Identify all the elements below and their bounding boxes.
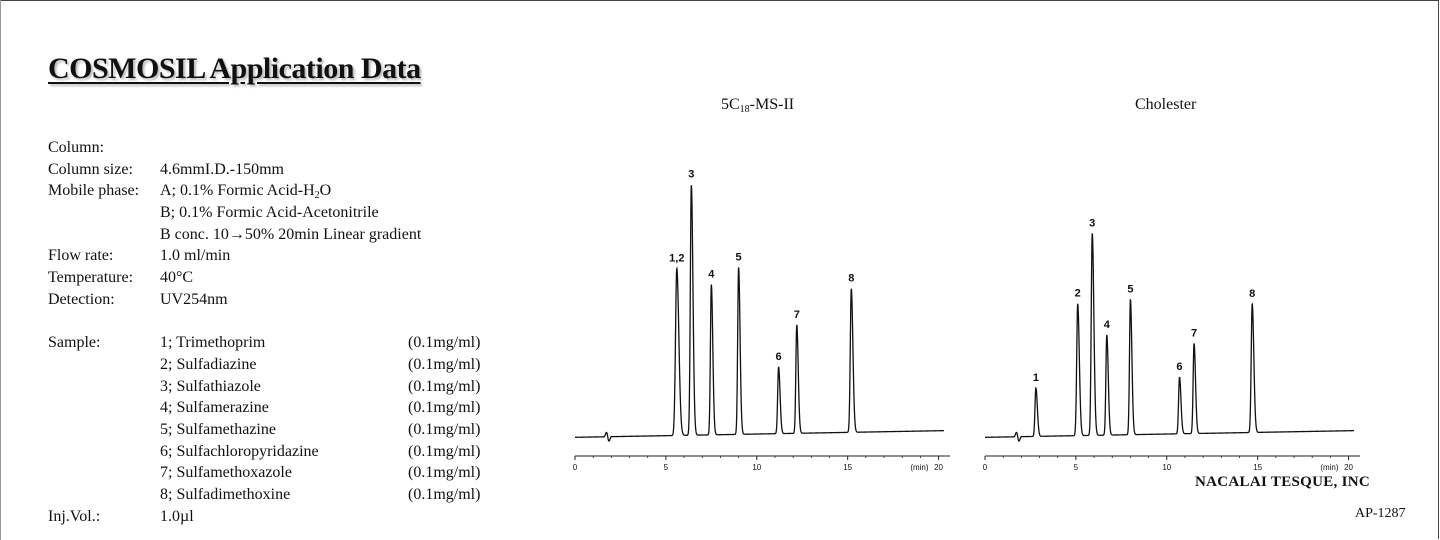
sample-name: 2; Sulfadiazine	[160, 355, 257, 373]
condition-label: Flow rate:	[48, 247, 114, 265]
condition-value-text: 1.0 ml/min	[160, 247, 231, 265]
chromatogram-1: 0 5 10 15 20 (min) 1,2 3 4 5 6 7 8	[573, 169, 950, 472]
page-frame-left	[0, 0, 1, 540]
x-tick-label: 0	[573, 463, 578, 472]
x-tick-label: 15	[843, 463, 852, 472]
chart-1-title-sub: 18	[739, 104, 750, 115]
peak-label: 2	[1075, 288, 1081, 300]
sample-name: 3; Sulfathiazole	[160, 377, 261, 395]
condition-value: 4.6mmI.D.-150mm	[160, 159, 284, 181]
chromatogram-2: 0 5 10 15 20 (min) 1 2 3 4 5 6 7 8	[983, 217, 1360, 472]
condition-value-text: 4.6mmI.D.-150mm	[160, 160, 284, 178]
x-unit-label: (min)	[1320, 463, 1339, 472]
condition-value: A; 0.1% Formic Acid-H2O	[160, 180, 331, 202]
sample-name: 7; Sulfamethoxazole	[160, 464, 292, 482]
x-tick-label: 10	[752, 463, 761, 472]
chart-1-title-post: -MS-II	[749, 96, 795, 113]
sample-concentration: (0.1mg/ml)	[408, 442, 481, 460]
peak-label: 5	[1127, 283, 1133, 295]
page-title: COSMOSIL Application Data	[48, 52, 421, 85]
sample-concentration: (0.1mg/ml)	[408, 334, 481, 352]
x-tick-label: 20	[934, 463, 943, 472]
condition-value: B; 0.1% Formic Acid-Acetonitrile	[160, 202, 379, 224]
sample-name: 8; Sulfadimethoxine	[160, 486, 291, 503]
sample-concentration: (0.1mg/ml)	[408, 399, 481, 417]
peak-label: 4	[708, 269, 715, 281]
x-tick-label: 0	[983, 463, 988, 472]
x-tick-label: 20	[1344, 463, 1353, 472]
peak-label: 6	[776, 351, 782, 363]
sample-concentration: (0.1mg/ml)	[408, 420, 481, 438]
peak-label: 1	[1033, 372, 1039, 384]
peak-label: 8	[1249, 288, 1255, 300]
x-tick-label: 15	[1253, 463, 1262, 472]
condition-value-text: UV254nm	[160, 290, 228, 308]
condition-value-sub: 2	[314, 190, 320, 202]
x-tick-label: 10	[1162, 463, 1171, 472]
condition-value-tail: O	[319, 182, 332, 200]
chromatogram-trace	[575, 185, 944, 442]
sample-label: Sample:	[48, 334, 101, 352]
injection-value: 1.0µl	[160, 507, 194, 525]
condition-value-text: B conc. 10→50% 20min Linear gradient	[160, 225, 422, 243]
peak-label: 6	[1176, 361, 1182, 373]
chart-2-title: Cholester	[1135, 96, 1197, 113]
condition-value-text: 40°C	[160, 269, 194, 287]
peak-label: 4	[1104, 319, 1111, 331]
sample-concentration: (0.1mg/ml)	[408, 355, 481, 373]
condition-label: Column:	[48, 139, 105, 156]
condition-label: Column size:	[48, 160, 133, 178]
document-code: AP-1287	[1355, 506, 1406, 521]
peak-label: 8	[848, 273, 854, 285]
chart-1-title-pre: 5C	[721, 96, 740, 113]
injection-label: Inj.Vol.:	[48, 507, 101, 525]
sample-name: 6; Sulfachloropyridazine	[160, 442, 319, 460]
condition-value: 40°C	[160, 267, 193, 289]
condition-value-text: A; 0.1% Formic Acid-H	[160, 182, 315, 200]
company-name: NACALAI TESQUE, INC	[1195, 474, 1371, 490]
x-tick-label: 5	[664, 463, 669, 472]
peak-label: 7	[794, 309, 800, 321]
peak-label: 7	[1191, 327, 1197, 339]
condition-value: 1.0 ml/min	[160, 245, 230, 267]
peak-label: 3	[688, 169, 694, 181]
sample-name: 1; Trimethoprim	[160, 334, 266, 352]
condition-label: Temperature:	[48, 269, 134, 287]
sample-concentration: (0.1mg/ml)	[408, 377, 481, 395]
condition-value: UV254nm	[160, 289, 228, 311]
peak-label: 1,2	[669, 252, 684, 264]
sample-concentration: (0.1mg/ml)	[408, 486, 481, 503]
condition-value: B conc. 10→50% 20min Linear gradient	[160, 224, 421, 246]
sample-name: 4; Sulfamerazine	[160, 399, 269, 417]
peak-label: 3	[1089, 217, 1095, 229]
condition-label: Detection:	[48, 290, 115, 308]
condition-label: Mobile phase:	[48, 182, 140, 200]
sample-name: 5; Sulfamethazine	[160, 420, 276, 438]
x-tick-label: 5	[1074, 463, 1079, 472]
chromatogram-trace	[985, 233, 1354, 442]
sample-concentration: (0.1mg/ml)	[408, 464, 481, 482]
chart-1-title: 5C18-MS-II	[721, 96, 795, 115]
condition-value-text: B; 0.1% Formic Acid-Acetonitrile	[160, 204, 379, 222]
x-unit-label: (min)	[910, 463, 929, 472]
peak-label: 5	[736, 251, 742, 263]
